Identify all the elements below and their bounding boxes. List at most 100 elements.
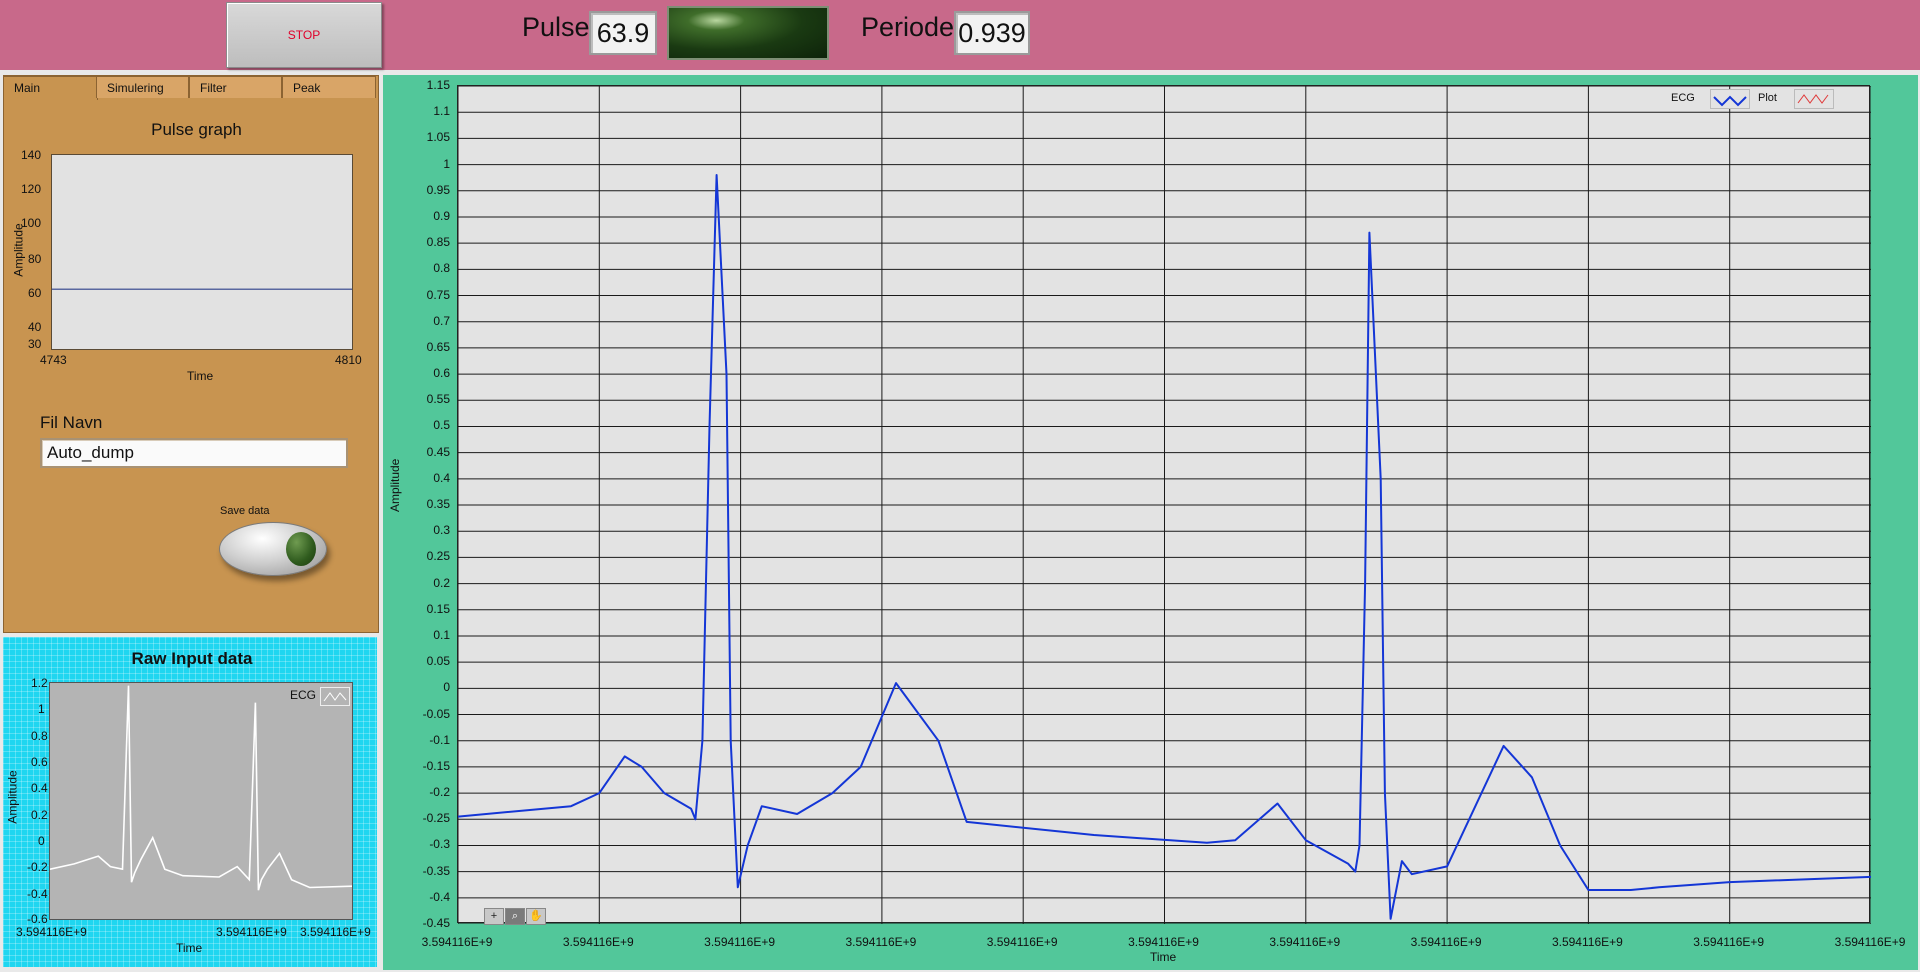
main-y-tick: 0.25 xyxy=(426,549,450,564)
tab-filter[interactable]: Filter xyxy=(189,76,282,98)
main-y-tick: 0.1 xyxy=(433,627,450,642)
raw-y-tick: 0.8 xyxy=(31,729,48,743)
periode-label: Periode xyxy=(861,12,955,42)
main-y-tick: 0.45 xyxy=(426,444,450,459)
main-x-tick: 3.594116E+9 xyxy=(421,935,493,949)
main-y-tick: -0.45 xyxy=(422,916,450,930)
raw-y-tick: -0.6 xyxy=(27,912,48,926)
main-y-tick: -0.3 xyxy=(429,837,450,852)
cursor-tool-icon[interactable]: + xyxy=(484,908,504,925)
main-y-tick: 0.2 xyxy=(433,575,450,590)
legend-plot-label: Plot xyxy=(1758,92,1777,104)
raw-ecg-series-line xyxy=(49,685,353,891)
raw-x-tick: 3.594116E+9 xyxy=(16,925,87,939)
save-data-led xyxy=(286,532,316,566)
main-x-tick: 3.594116E+9 xyxy=(1551,935,1623,949)
pulse-value: 63.9 xyxy=(589,11,657,55)
main-y-tick: 0.6 xyxy=(433,366,450,381)
save-data-label: Save data xyxy=(220,505,270,517)
main-x-tick: 3.594116E+9 xyxy=(1834,935,1906,949)
raw-x-tick: 3.594116E+9 xyxy=(216,925,287,939)
pulse-indicator-led xyxy=(667,6,829,60)
raw-y-tick: -0.2 xyxy=(27,860,48,874)
main-y-tick: 0.55 xyxy=(426,392,450,407)
raw-y-tick: -0.4 xyxy=(27,887,48,901)
raw-y-tick: 0.2 xyxy=(31,808,48,822)
main-y-tick: -0.2 xyxy=(429,785,450,800)
main-x-tick: 3.594116E+9 xyxy=(1269,935,1341,949)
pulse-x-label: Time xyxy=(187,369,214,383)
tab-main[interactable]: Main xyxy=(3,76,98,100)
main-y-tick: 0.65 xyxy=(426,339,450,354)
file-name-input[interactable] xyxy=(40,438,348,468)
main-y-tick: 1.1 xyxy=(433,104,450,119)
pan-tool-icon[interactable]: ✋ xyxy=(526,908,546,925)
main-y-tick: 0.8 xyxy=(433,261,450,276)
main-x-tick: 3.594116E+9 xyxy=(562,935,634,949)
main-y-tick: 0.4 xyxy=(433,470,450,485)
main-y-tick: -0.35 xyxy=(422,863,450,878)
main-x-tick: 3.594116E+9 xyxy=(1693,935,1765,949)
tab-peak[interactable]: Peak xyxy=(282,76,376,98)
legend-ecg-label: ECG xyxy=(1671,92,1695,104)
raw-input-plot[interactable] xyxy=(49,682,353,920)
raw-legend-swatch[interactable] xyxy=(320,687,350,706)
raw-y-tick: 1 xyxy=(38,702,45,716)
pulse-y-tick: 80 xyxy=(28,252,42,266)
periode-value: 0.939 xyxy=(954,11,1030,55)
main-x-tick: 3.594116E+9 xyxy=(1410,935,1482,949)
legend-plot-swatch xyxy=(1794,89,1834,109)
raw-y-tick: 0.6 xyxy=(31,755,48,769)
main-y-tick: 0.5 xyxy=(433,418,450,433)
pulse-graph-plot[interactable] xyxy=(51,154,353,350)
pulse-y-label: Amplitude xyxy=(11,223,26,277)
main-y-tick: 0.75 xyxy=(426,287,450,302)
main-y-tick: 0.95 xyxy=(426,182,450,197)
main-y-tick: 1 xyxy=(443,156,450,171)
main-x-tick: 3.594116E+9 xyxy=(704,935,776,949)
pulse-x-tick: 4810 xyxy=(335,353,362,367)
raw-input-svg xyxy=(49,685,353,891)
main-y-tick: 1.15 xyxy=(426,78,450,92)
main-y-tick: 0.35 xyxy=(426,497,450,511)
main-y-tick: -0.05 xyxy=(422,706,450,721)
raw-y-label: Amplitude xyxy=(5,770,20,824)
main-y-tick: 0.9 xyxy=(433,208,450,223)
main-x-label: Time xyxy=(1150,950,1177,964)
pulse-y-tick: 120 xyxy=(21,182,42,196)
main-y-tick: 0.85 xyxy=(426,235,450,250)
ecg-plot-legend[interactable]: ECG Plot xyxy=(1666,88,1866,112)
zoom-tool-icon[interactable]: ⌕ xyxy=(505,908,525,925)
main-x-tick: 3.594116E+9 xyxy=(1128,935,1199,949)
raw-y-tick: 0 xyxy=(38,834,45,848)
tab-simulering[interactable]: Simulering xyxy=(96,76,189,98)
raw-input-title: Raw Input data xyxy=(131,649,253,668)
legend-ecg-swatch xyxy=(1710,89,1750,109)
pulse-y-tick: 100 xyxy=(21,216,42,230)
main-y-tick: 0.05 xyxy=(426,654,450,669)
main-y-tick: 0.3 xyxy=(433,523,450,538)
pulse-label: Pulse xyxy=(522,12,590,42)
main-x-tick: 3.594116E+9 xyxy=(845,935,917,949)
raw-y-tick: 0.4 xyxy=(31,781,48,795)
main-y-tick: -0.25 xyxy=(422,811,450,826)
pulse-graph-title: Pulse graph xyxy=(151,120,242,139)
main-y-tick: 0 xyxy=(443,680,450,695)
main-y-tick: -0.1 xyxy=(429,732,450,747)
pulse-y-tick: 30 xyxy=(28,337,42,351)
stop-button[interactable]: STOP xyxy=(226,2,382,68)
file-name-label: Fil Navn xyxy=(40,413,103,432)
raw-y-tick: 1.2 xyxy=(31,676,48,690)
ecg-main-svg xyxy=(457,85,1872,925)
raw-x-tick: 3.594116E+9 xyxy=(300,925,371,939)
raw-x-label: Time xyxy=(176,941,203,955)
main-y-tick: -0.15 xyxy=(422,758,450,773)
pulse-x-tick: 4743 xyxy=(40,353,67,367)
raw-legend-label: ECG xyxy=(290,688,317,702)
main-y-tick: 1.05 xyxy=(426,130,450,145)
main-y-tick: -0.4 xyxy=(429,889,450,904)
main-x-tick: 3.594116E+9 xyxy=(986,935,1058,949)
pulse-y-tick: 40 xyxy=(28,320,42,334)
pulse-y-tick: 140 xyxy=(21,148,42,162)
ecg-main-plot[interactable] xyxy=(457,85,1872,925)
